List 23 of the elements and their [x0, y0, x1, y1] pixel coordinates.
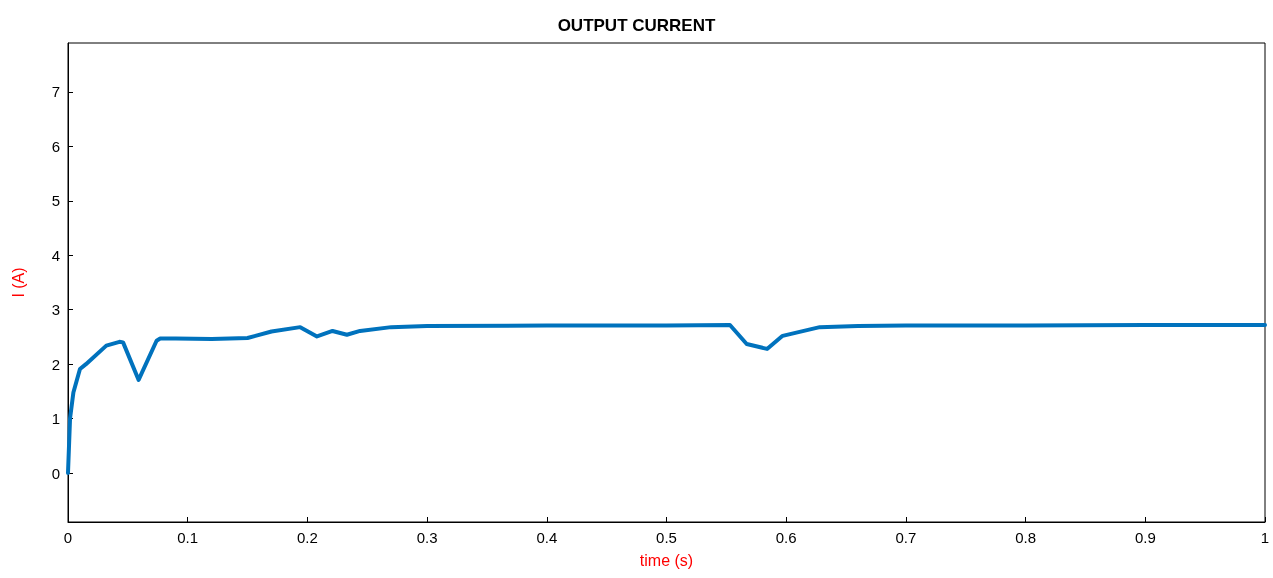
x-tick-label: 0.2 [296, 529, 318, 546]
x-tick-label: 0.4 [536, 529, 558, 546]
x-tick-label: 0.8 [1015, 529, 1037, 546]
y-axis-title: I (A) [9, 267, 27, 298]
x-tick-label: 0.9 [1134, 529, 1156, 546]
y-tick-label: 2 [51, 355, 60, 373]
y-tick-label: 4 [51, 246, 60, 264]
y-tick-label: 6 [51, 137, 60, 155]
x-axis-title: time (s) [639, 551, 694, 569]
chart-title: OUTPUT CURRENT [557, 16, 716, 35]
y-tick-label: 5 [51, 192, 60, 210]
y-tick-label: 7 [51, 83, 60, 101]
y-tick-label: 0 [51, 464, 60, 482]
line-series [66, 322, 1267, 476]
y-tick-label: 3 [51, 301, 60, 319]
y-tick-label: 1 [51, 410, 60, 428]
x-tick-label: 0 [63, 529, 73, 546]
x-tick-label: 0.7 [895, 529, 917, 546]
x-tick-label: 0.5 [656, 529, 677, 546]
x-tick-label: 0.6 [775, 529, 797, 546]
x-tick-label: 0.1 [177, 529, 199, 546]
x-tick-label: 0.3 [416, 529, 438, 546]
x-tick-label: 1 [1260, 529, 1270, 546]
